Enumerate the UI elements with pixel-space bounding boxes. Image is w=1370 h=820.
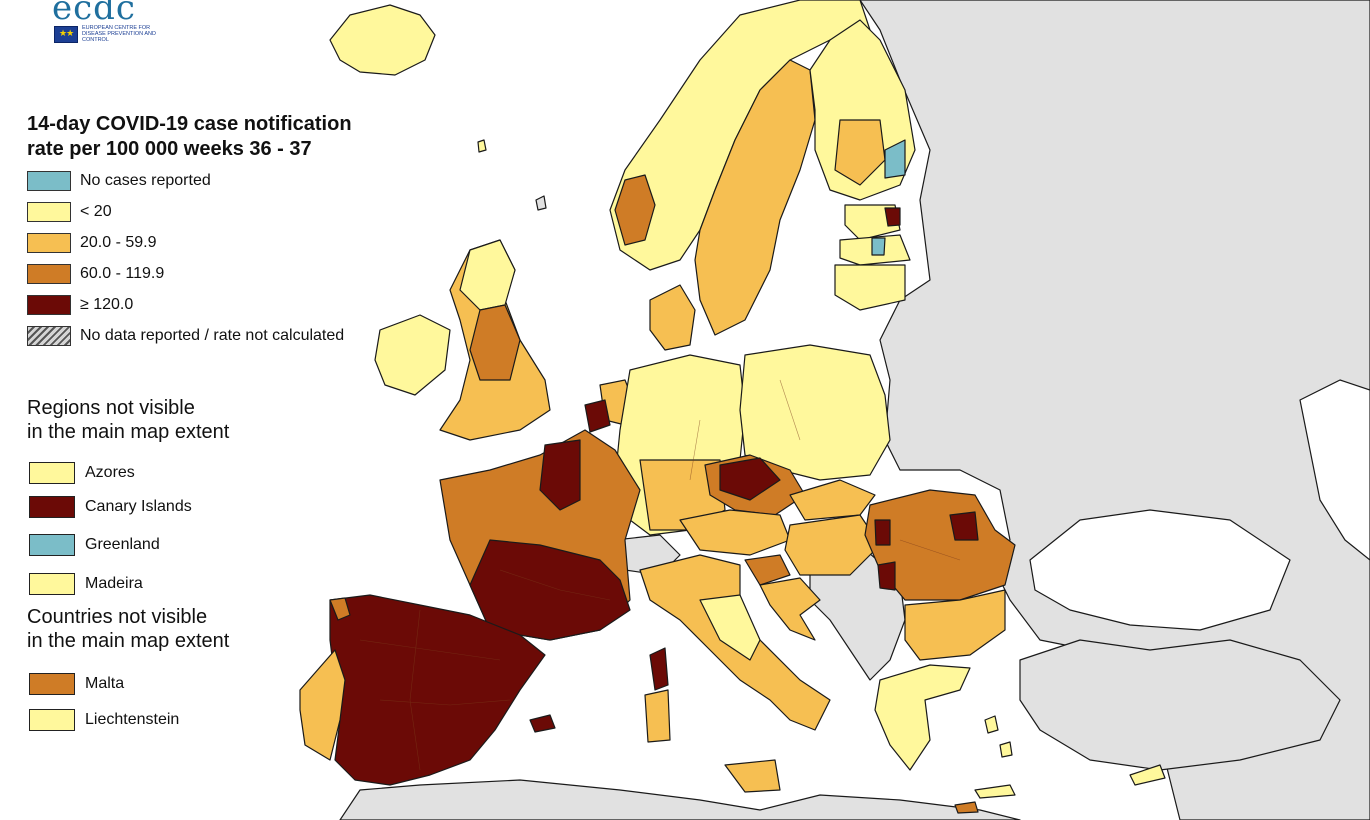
legend-label: < 20 — [80, 203, 112, 220]
cyprus — [1129, 764, 1166, 786]
legend-title: 14-day COVID-19 case notification rate p… — [27, 113, 352, 160]
bulgaria — [904, 589, 1006, 661]
slovenia — [744, 554, 791, 586]
logo-wordmark: ecdc — [52, 0, 136, 28]
logo-subtitle: EUROPEAN CENTRE FOR DISEASE PREVENTION A… — [82, 25, 156, 43]
legend-label: ≥ 120.0 — [80, 296, 134, 313]
latvia-blue — [871, 237, 886, 256]
legend-label: No cases reported — [80, 172, 211, 189]
flag-stars: ★★ — [59, 29, 74, 39]
legend-swatch — [29, 673, 75, 695]
sweden — [694, 59, 816, 336]
finland-south — [834, 119, 886, 186]
shetland — [477, 139, 487, 153]
spain-galicia — [329, 597, 351, 621]
france-south — [469, 539, 631, 641]
legend-swatch — [27, 264, 71, 284]
croatia — [759, 577, 821, 641]
malta-island — [954, 801, 979, 814]
legend-swatch — [29, 573, 75, 595]
balearic — [529, 714, 556, 733]
legend-label: Greenland — [85, 536, 160, 553]
aegean-isles — [974, 715, 1016, 799]
legend-label: Liechtenstein — [85, 711, 180, 728]
legend-label: Madeira — [85, 575, 143, 592]
caspian-sea — [1299, 379, 1370, 561]
belgium — [584, 399, 611, 433]
finland-east-blue — [884, 139, 906, 179]
austria — [679, 509, 791, 556]
legend-swatch — [27, 171, 71, 191]
legend-swatch — [29, 462, 75, 484]
regional-borders — [359, 379, 961, 771]
legend-label: 60.0 - 119.9 — [80, 265, 165, 282]
romania-dark-2 — [874, 519, 891, 546]
legend-swatch — [27, 202, 71, 222]
legend-swatch — [29, 534, 75, 556]
regions-not-visible-title: Regions not visible in the main map exte… — [27, 397, 230, 443]
ecdc-logo: ecdc ★★ EUROPEAN CENTRE FOR DISEASE PREV… — [52, 0, 162, 44]
legend-swatch — [27, 295, 71, 315]
poland — [739, 344, 891, 481]
non-eu-turkey — [1019, 639, 1341, 771]
italy-north — [699, 594, 761, 661]
legend-swatch — [29, 496, 75, 518]
denmark — [649, 284, 696, 351]
countries-not-visible-title: Countries not visible in the main map ex… — [27, 606, 230, 652]
iceland — [329, 4, 436, 76]
legend-label: Azores — [85, 464, 135, 481]
legend-swatch — [29, 709, 75, 731]
legend-label: 20.0 - 59.9 — [80, 234, 157, 251]
hungary — [784, 514, 881, 576]
estonia-dark — [884, 207, 901, 227]
slovakia — [789, 479, 876, 521]
romania-dark-3 — [877, 561, 896, 591]
legend-swatch — [27, 326, 71, 346]
legend-label: Canary Islands — [85, 498, 192, 515]
legend-label: No data reported / rate not calculated — [80, 327, 345, 344]
norway-west — [614, 174, 656, 246]
black-sea — [1029, 509, 1291, 631]
sicily — [724, 759, 781, 793]
portugal — [299, 649, 346, 761]
lithuania — [834, 264, 906, 311]
romania — [864, 489, 1016, 601]
ireland — [374, 314, 451, 396]
eu-flag-icon: ★★ — [54, 26, 78, 43]
sardinia — [644, 689, 671, 743]
non-eu-north-africa — [339, 779, 1021, 820]
legend-swatch — [27, 233, 71, 253]
legend-label: Malta — [85, 675, 125, 692]
uk-north — [469, 304, 521, 381]
faroe — [535, 195, 547, 211]
france-paris — [539, 439, 581, 511]
corsica — [649, 647, 669, 691]
romania-dark-1 — [949, 511, 979, 541]
greece — [874, 664, 971, 771]
czechia-prague — [719, 457, 781, 501]
